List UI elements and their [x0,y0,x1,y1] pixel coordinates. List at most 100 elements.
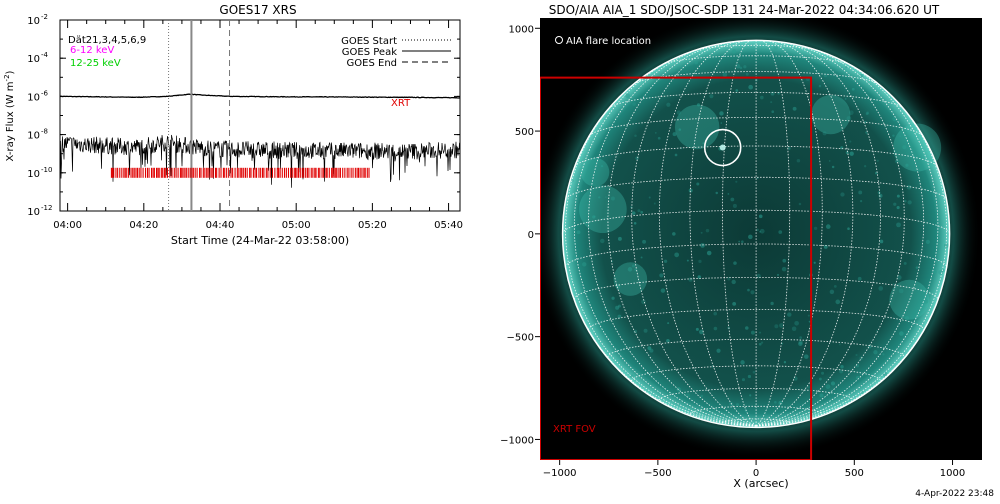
disk-speckle [745,72,749,76]
disk-speckle [735,64,741,69]
bright-region [811,94,851,135]
goes-y-tick-label: 10 [27,16,40,27]
goes-y-tick-exponent: -6 [41,89,49,97]
disk-speckle [698,259,702,264]
flare-legend-label: AIA flare location [566,36,651,47]
disk-speckle [776,273,780,276]
goes-y-tick-base: 10 [27,169,40,180]
disk-speckle [732,48,736,53]
goes-x-tick-label: 05:20 [358,220,387,231]
bright-region [580,157,610,187]
disk-speckle [813,226,818,231]
goes-y-tick-base: 10 [27,207,40,218]
disk-speckle [829,289,835,295]
disk-speckle [892,134,895,137]
disk-speckle [835,299,841,305]
disk-speckle [798,341,803,347]
disk-speckle [821,371,825,375]
disk-speckle [709,94,714,99]
disk-speckle [748,84,754,90]
goes-y-tick-exponent: -10 [41,166,52,174]
disk-speckle [653,202,656,205]
disk-speckle [686,259,689,262]
aia-y-tick-label: 1000 [509,24,534,35]
disk-speckle [798,340,803,345]
bright-region [674,104,720,150]
disk-speckle [749,394,752,397]
disk-speckle [771,110,775,114]
disk-speckle [695,327,699,331]
xrt-fov-label: XRT FOV [553,424,596,435]
bright-region [893,123,942,172]
disk-speckle [915,266,919,269]
disk-speckle [865,131,868,134]
disk-speckle [845,66,848,69]
disk-speckle [705,228,710,233]
disk-speckle [844,97,847,100]
grid-line [689,40,757,427]
disk-speckle [647,346,652,351]
flare-marker [703,128,742,167]
disk-speckle [666,338,670,343]
goes-x-tick-label: 04:00 [53,220,82,231]
aia-y-tick-label: −500 [507,333,534,344]
energy-band-high: 12-25 keV [70,58,121,69]
disk-speckle [706,250,712,256]
disk-speckle [625,93,630,99]
grid-line [756,75,948,427]
disk-speckle [741,240,744,244]
disk-speckle [731,49,737,54]
grid-line [589,117,923,136]
disk-speckle [851,87,855,91]
disk-speckle [878,193,883,198]
disk-speckle [877,191,881,194]
goes-x-tick-label: 05:00 [282,220,311,231]
flare-location-circle [703,128,742,167]
disk-speckle [859,356,863,360]
goes-y-tick-base: 10 [27,16,40,27]
goes-y-axis-label: X-ray Flux (W m-2) [3,70,16,161]
disk-speckle [859,74,864,78]
disk-speckle [865,112,869,116]
disk-speckle [896,275,902,280]
disk-speckle [688,277,693,282]
disk-speckle [696,182,700,186]
goes-channels-label: Dät21,3,4,5,6,9 [68,35,146,46]
disk-speckle [684,117,687,120]
goes-y-tick-label: 10 [27,169,40,180]
disk-speckle [878,286,884,291]
disk-speckle [906,184,912,190]
disk-speckle [763,413,768,419]
disk-speckle [855,353,858,357]
disk-speckle [791,326,797,332]
disk-speckle [676,110,682,115]
disk-speckle [674,252,680,258]
energy-band-low: 6-12 keV [70,45,114,56]
aia-x-tick-label: 0 [753,468,759,479]
goes-y-tick-exponent: -4 [41,51,49,59]
disk-speckle [879,239,884,244]
disk-speckle [741,378,746,382]
disk-speckle [730,197,735,202]
disk-speckle [615,305,620,310]
aia-image-title: SDO/AIA AIA_1 SDO/JSOC-SDP 131 24-Mar-20… [549,3,940,17]
disk-speckle [807,314,810,317]
disk-speckle [671,395,676,399]
disk-speckle [700,231,703,234]
disk-speckle [857,276,862,281]
aia-x-ticks: −1000 −500 0 500 1000 [543,460,965,479]
grid-line [607,338,905,358]
goes-y-tick-exponent: -12 [41,204,52,212]
aia-x-tick-label: 1000 [940,468,965,479]
disk-speckle [758,214,763,219]
disk-speckle [759,95,764,100]
disk-speckle [735,89,739,92]
xrt-label: XRT [391,98,411,109]
aia-x-axis-label: X (arcsec) [733,477,788,490]
aia-y-tick-label: 0 [528,230,534,241]
disk-speckle [781,266,787,272]
disk-speckle [750,330,755,335]
disk-speckle [819,393,824,398]
